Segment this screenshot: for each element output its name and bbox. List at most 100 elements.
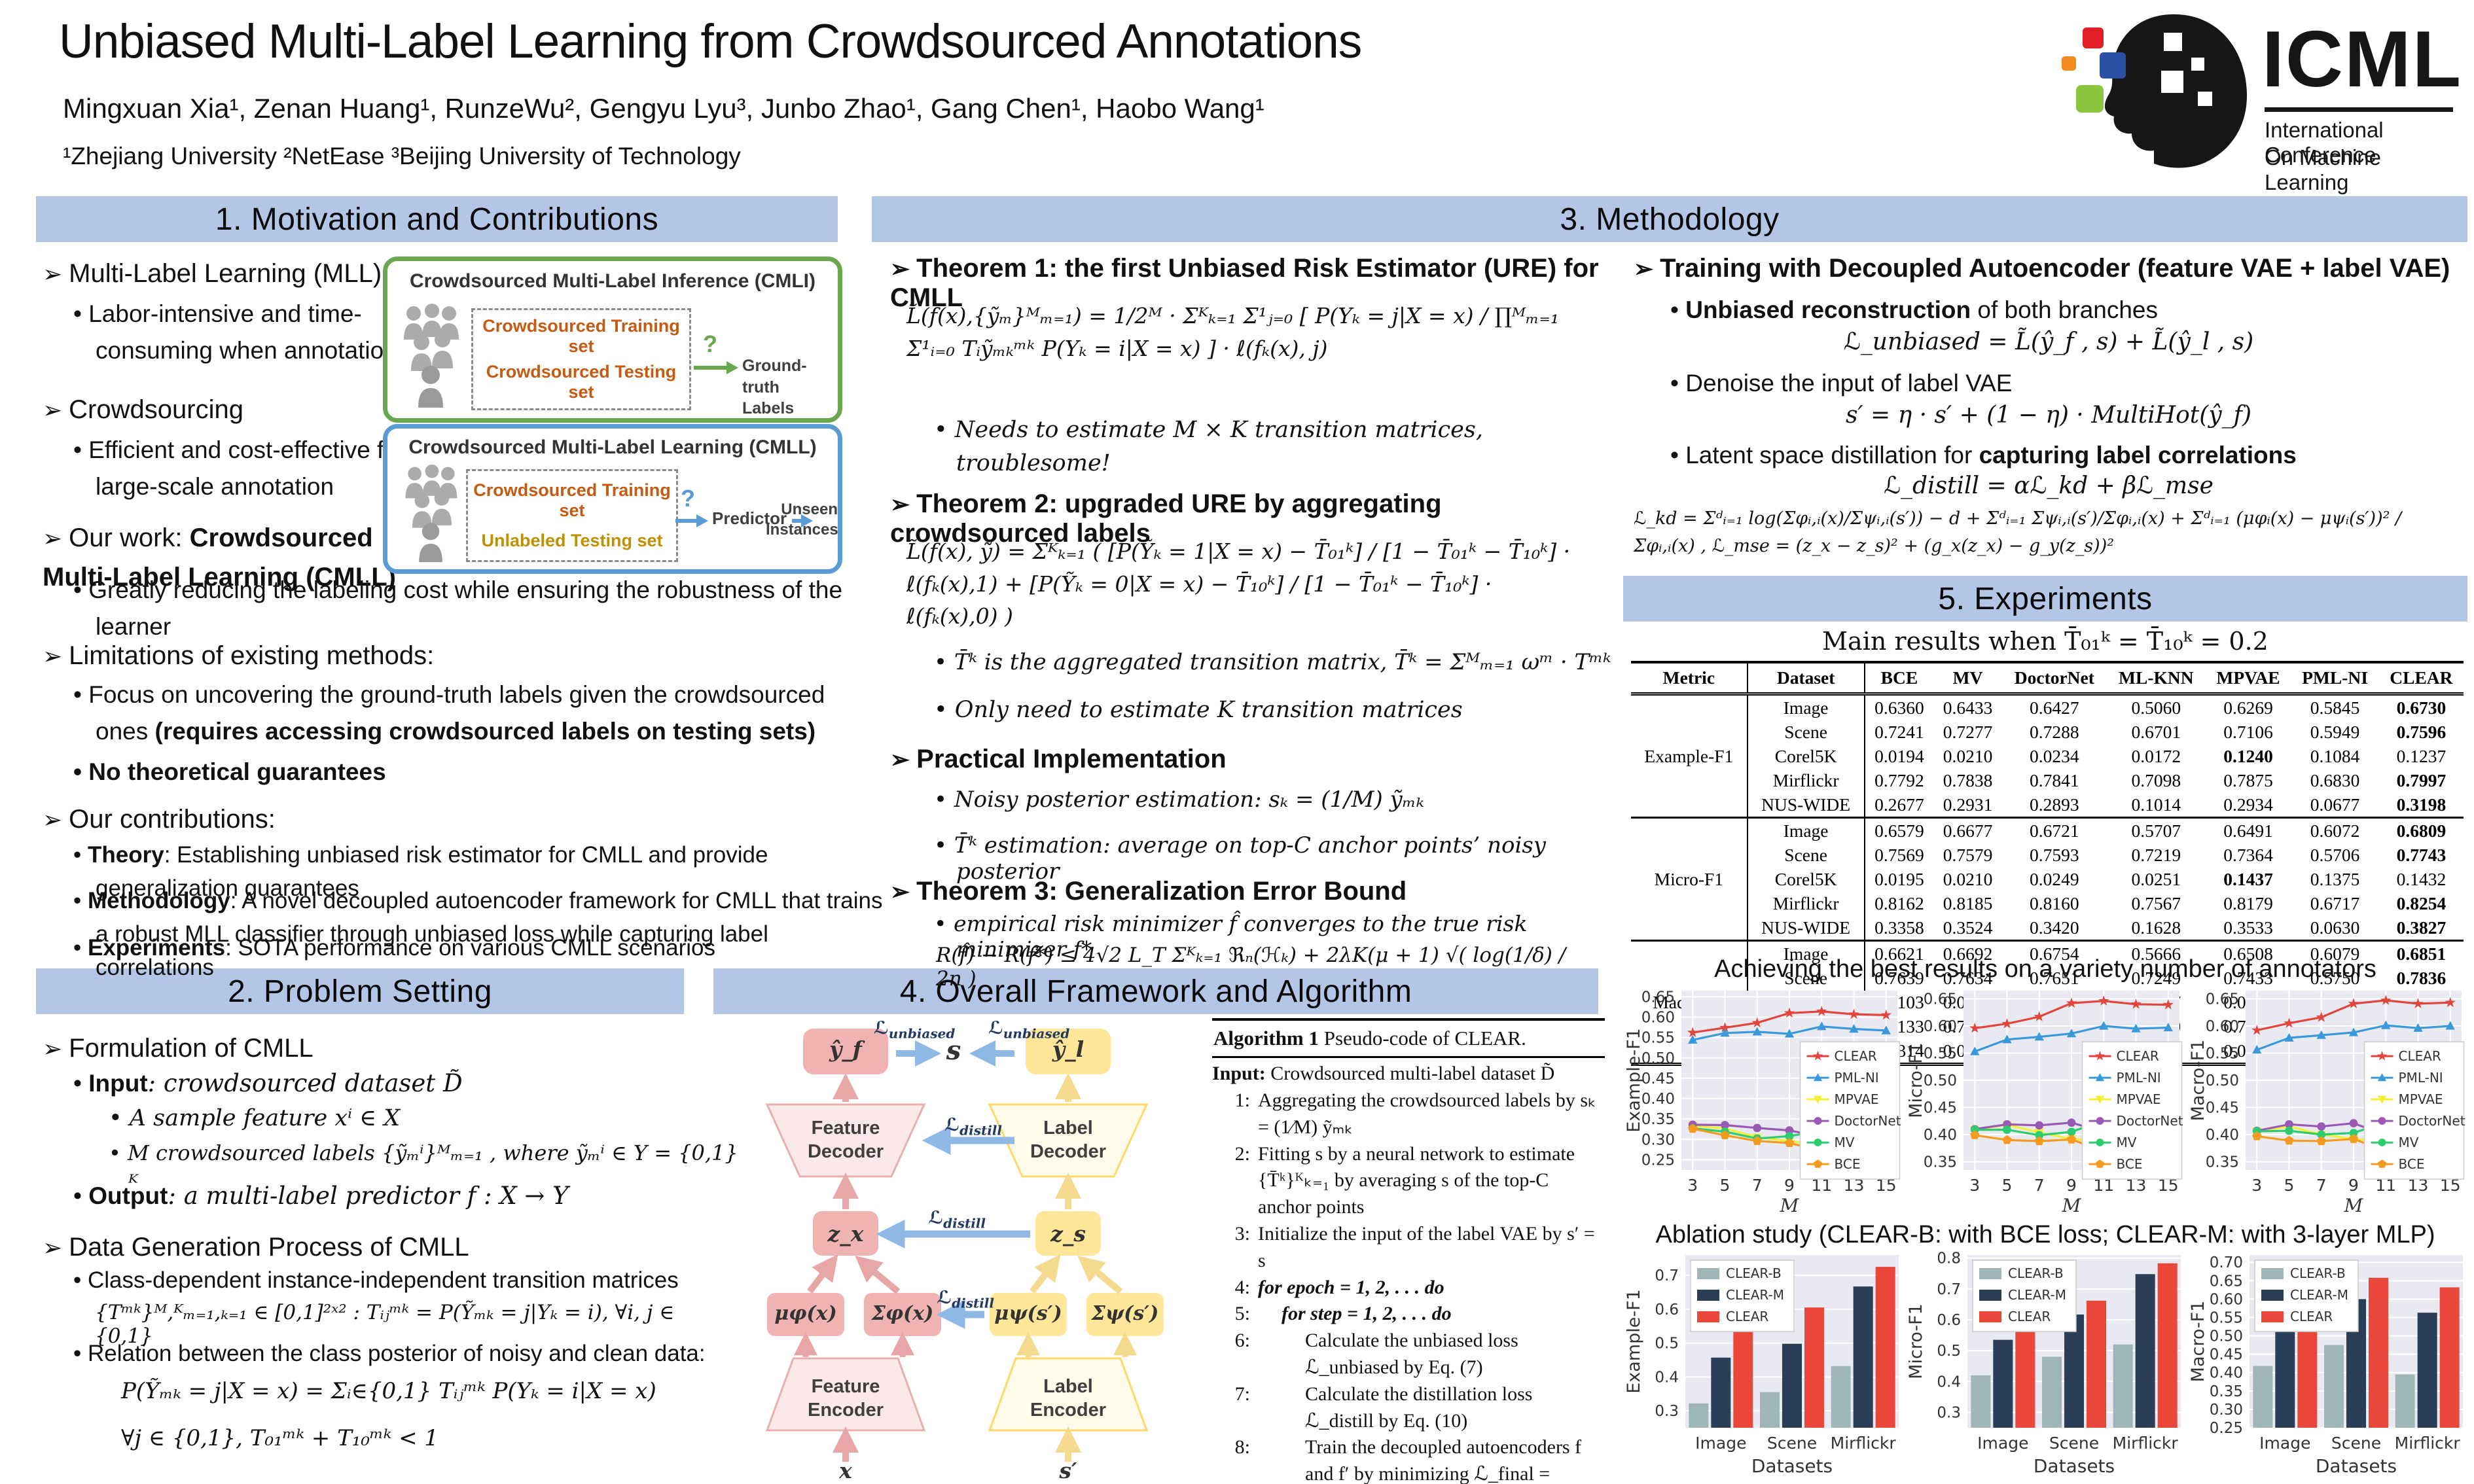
value-cell: 0.3524 (1943, 917, 1993, 938)
cmll-dashed-box: Crowdsourced Training set Unlabeled Test… (466, 469, 678, 562)
svg-text:DoctorNet: DoctorNet (2399, 1113, 2465, 1129)
value-cell: 0.7567 (2131, 892, 2181, 913)
svg-text:0.35: 0.35 (2210, 1383, 2243, 1400)
diagram-x-label: x (839, 1458, 852, 1483)
limitation1-bold: (requires accessing crowdsourced labels … (154, 717, 816, 745)
svg-text:CLEAR: CLEAR (2117, 1048, 2159, 1064)
table-caption: Main results when T̄₀₁ᵏ = T̄₁₀ᵏ = 0.2 (1822, 627, 2268, 656)
svg-text:0.7: 0.7 (1937, 1281, 1961, 1298)
svg-text:7: 7 (2316, 1176, 2327, 1195)
label-encoder-label: Label Encoder (1030, 1376, 1107, 1421)
cmli-target-label: Ground-truth Labels (742, 357, 807, 417)
theorem1-note: Needs to estimate M × K transition matri… (926, 414, 1611, 480)
distill-bold: capturing label correlations (1979, 442, 2297, 468)
value-cell: 0.7593 (2030, 844, 2079, 865)
value-cell: 0.8160 (2030, 892, 2079, 913)
svg-text:0.55: 0.55 (2210, 1309, 2243, 1326)
svg-text:0.35: 0.35 (1641, 1111, 1675, 1128)
unbiased-rest: of both branches (1971, 296, 2159, 323)
limitation1-normal: Focus on uncovering the ground-truth lab… (88, 681, 825, 745)
value-cell: 0.8179 (2223, 892, 2273, 913)
bullet-sample-feature: A sample feature xⁱ ∈ X (72, 1102, 717, 1135)
unbiased-bold: Unbiased reconstruction (1685, 296, 1971, 323)
framework-diagram: ŷ_f s ŷ_l ℒunbiased ℒunbiased Feature Dec… (702, 1018, 1199, 1483)
svg-text:CLEAR-M: CLEAR-M (2008, 1287, 2066, 1303)
value-cell: 0.1437 (2223, 868, 2273, 889)
svg-text:BCE: BCE (2399, 1156, 2425, 1172)
value-cell: 0.0677 (2310, 794, 2360, 815)
svg-text:9: 9 (2348, 1176, 2359, 1195)
logo-red-square (2083, 27, 2104, 48)
table-header-cell: BCE (1864, 663, 1934, 696)
svg-text:0.4: 0.4 (1655, 1369, 1679, 1386)
formula-denoise: s′ = η · s′ + (1 − η) · MultiHot(ŷ_f) (1845, 402, 2252, 429)
svg-text:0.40: 0.40 (2210, 1365, 2243, 1382)
crowd-icon (404, 304, 459, 408)
value-cell: 0.3198 (2396, 794, 2447, 815)
svg-text:CLEAR: CLEAR (1726, 1309, 1768, 1324)
training-bullet-denoise: Denoise the input of label VAE (1662, 365, 2471, 402)
metric-cell: Micro-F1 (1631, 817, 1748, 941)
svg-text:0.30: 0.30 (1641, 1131, 1675, 1148)
value-cell: 0.6072 (2291, 817, 2379, 843)
value-cell: 0.7433 (2223, 967, 2273, 988)
svg-text:0.40: 0.40 (1641, 1091, 1675, 1108)
diagram-mu-phi-label: μφ(x) (774, 1302, 837, 1325)
dataset-cell: Image (1747, 817, 1865, 843)
diagram-zx-label: z_x (827, 1221, 864, 1246)
bullet-relation: Relation between the class posterior of … (65, 1337, 724, 1371)
section5-header: 5. Experiments (1623, 576, 2467, 622)
svg-text:Mirflickr: Mirflickr (1831, 1434, 1897, 1453)
svg-text:Image: Image (1695, 1434, 1746, 1453)
diagram-sigma-phi-label: Σφ(x) (871, 1302, 934, 1325)
value-cell: 0.0249 (2030, 868, 2079, 889)
svg-text:0.60: 0.60 (1924, 1018, 1957, 1035)
table-header-cell: Metric (1631, 663, 1748, 696)
svg-text:Datasets: Datasets (2316, 1455, 2397, 1477)
value-cell: 0.3533 (2223, 917, 2273, 938)
cmll-target-label: Unseen Instances (766, 501, 838, 539)
svg-text:MPVAE: MPVAE (2117, 1091, 2161, 1107)
table-row: Scene 0.7639 0.7634 0.7651 0.7249 0.7433 0.575… (1631, 966, 2464, 990)
bullet-formulation: Formulation of CMLL (43, 1029, 313, 1068)
theory-bold: Theory (87, 842, 164, 868)
bullet-crowdsourcing-sub: Efficient and cost-effective for large-s… (65, 432, 416, 504)
bullet-limitation-2: No theoretical guarantees (65, 754, 816, 790)
cmli-testing-set: Crowdsourced Testing set (486, 362, 677, 402)
svg-text:M: M (2062, 1195, 2082, 1216)
bullet-output: Output: a multi-label predictor f : X → … (65, 1178, 711, 1214)
experiments-rest: : SOTA performance on various CMLL scena… (225, 935, 716, 961)
svg-text:Micro-F1: Micro-F1 (1909, 1042, 1926, 1118)
diagram-zs-label: z_s (1050, 1221, 1086, 1246)
bullet-limitation-1: Focus on uncovering the ground-truth lab… (65, 677, 871, 749)
practical-bullet-posterior: Noisy posterior estimation: sₖ = (1∕M) ỹ… (926, 786, 1611, 813)
line-macro-svg: 0.350.400.450.500.550.600.653 5 7 9 11 13 15MM… (2188, 991, 2465, 1216)
training-bullet-unbiased: Unbiased reconstruction of both branches (1662, 292, 2471, 328)
svg-text:CLEAR-M: CLEAR-M (1726, 1287, 1784, 1303)
svg-text:0.8: 0.8 (1937, 1250, 1961, 1267)
svg-text:5: 5 (1720, 1176, 1730, 1195)
feature-encoder-label: Feature Encoder (807, 1376, 884, 1421)
svg-text:Datasets: Datasets (2034, 1455, 2115, 1477)
svg-text:Image: Image (2259, 1434, 2310, 1453)
svg-text:CLEAR-M: CLEAR-M (2290, 1287, 2348, 1303)
bullet-limitations: Limitations of existing methods: (43, 636, 434, 675)
algorithm-line: 1: Aggregating the crowdsourced labels by… (1234, 1089, 1596, 1138)
bullet-ourwork-sub: Greatly reducing the labeling cost while… (65, 572, 868, 645)
section3-header: 3. Methodology (872, 196, 2467, 242)
svg-text:7: 7 (2034, 1176, 2045, 1195)
algorithm-line: 3: Initialize the input of the label VAE … (1234, 1222, 1595, 1271)
value-cell: 0.0194 (1874, 745, 1924, 766)
icml-head-graphic (2062, 14, 2453, 168)
svg-text:3: 3 (1687, 1176, 1698, 1195)
bar-macro-svg: 0.250.30 0.350.400.45 0.50 0.550.600.65 0.70… (2188, 1254, 2463, 1477)
svg-text:PML-NI: PML-NI (2117, 1070, 2161, 1086)
poster-authors: Mingxuan Xia¹, Zenan Huang¹, RunzeWu², G… (63, 93, 1264, 124)
cmll-question-mark: ? (681, 485, 695, 512)
theorem3-formula: R(f̂) − R(f*) ≤ 4√2 L_T Σᴷₖ₌₁ ℜₙ(ℋₖ) + 2… (936, 944, 1566, 991)
table-header-cell: MPVAE (2205, 663, 2291, 696)
value-cell: 0.7836 (2396, 967, 2447, 988)
table-row: Corel5K 0.0194 0.0210 0.0234 0.0172 0.1240 0.1… (1631, 744, 2464, 768)
diagram-yl-label: ŷ_l (1052, 1036, 1085, 1062)
